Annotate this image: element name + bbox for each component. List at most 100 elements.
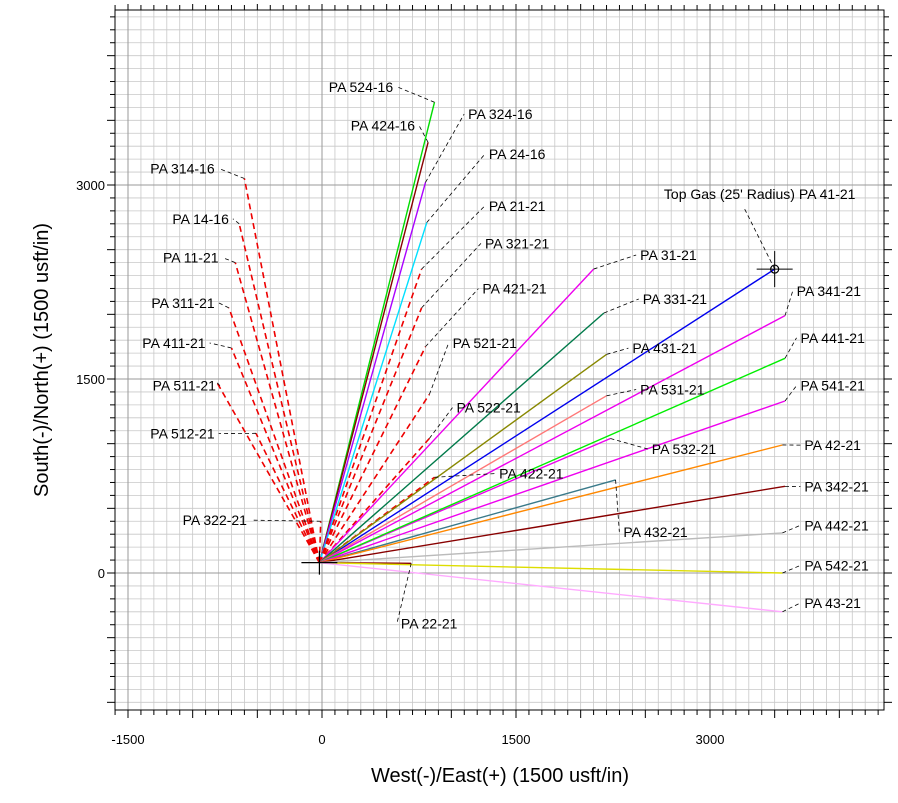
well-label: PA 43-21: [804, 595, 861, 611]
well-path: [319, 485, 786, 564]
well-label: PA 331-21: [643, 291, 708, 307]
well-path: [319, 532, 783, 564]
well-label: PA 314-16: [150, 160, 215, 176]
leader-line: [434, 473, 496, 478]
well-label: PA 42-21: [804, 437, 861, 453]
well-label: PA 342-21: [804, 479, 869, 495]
well-path: [243, 178, 321, 563]
well-path: [255, 432, 321, 564]
well-label: PA 432-21: [623, 524, 688, 540]
leader-line: [232, 218, 240, 225]
plot-frame: [114, 9, 885, 711]
leader-line: [218, 302, 230, 309]
leader-line: [425, 113, 465, 183]
well-paths: [216, 102, 786, 613]
well-label: PA 341-21: [797, 283, 862, 299]
leader-line: [593, 254, 637, 270]
well-path: [216, 382, 321, 564]
well-label: PA 322-21: [183, 512, 248, 528]
well-label: PA 522-21: [457, 400, 522, 416]
leader-line: [421, 243, 482, 309]
well-path: [318, 142, 429, 563]
y-tick-label: 0: [98, 566, 105, 581]
well-path: [230, 347, 321, 564]
well-path: [318, 268, 423, 563]
well-path: [318, 353, 607, 564]
leader-line: [218, 167, 245, 179]
well-label: PA 421-21: [482, 281, 547, 297]
well-label: PA 324-16: [468, 106, 533, 122]
grid-minor: [114, 10, 884, 710]
leader-line: [426, 153, 486, 223]
well-label: PA 24-16: [489, 146, 546, 162]
well-path: [319, 562, 783, 613]
well-label: PA 31-21: [640, 247, 697, 263]
tick-labels: -1500 0 1500 3000 0 1500 3000: [76, 178, 724, 747]
leader-line: [782, 602, 801, 613]
well-label: PA 532-21: [652, 441, 717, 457]
well-path: [318, 312, 605, 564]
well-path: [318, 521, 322, 563]
well-path: [318, 268, 595, 564]
well-label: PA 21-21: [489, 198, 546, 214]
leader-line: [250, 519, 321, 522]
target-label: Top Gas (25' Radius) PA 41-21: [664, 186, 856, 202]
well-labels: PA 524-16 PA 424-16 PA 324-16 PA 24-16 PA 31…: [142, 79, 869, 632]
well-label: PA 531-21: [640, 382, 705, 398]
leader-line: [782, 565, 801, 574]
leader-line: [784, 385, 797, 402]
x-tick-label: 3000: [696, 732, 725, 747]
well-path: [319, 357, 786, 564]
well-label: PA 541-21: [801, 378, 866, 394]
leader-line: [784, 337, 797, 359]
axis-ticks: [107, 4, 892, 718]
well-path: [319, 395, 607, 564]
leader-line: [222, 257, 236, 263]
well-path: [234, 262, 321, 563]
target: Top Gas (25' Radius) PA 41-21: [301, 186, 856, 575]
well-path: [318, 346, 427, 564]
well-label: PA 521-21: [453, 335, 518, 351]
leader-line: [425, 288, 479, 347]
leader-line: [603, 298, 639, 314]
well-label: PA 422-21: [499, 466, 564, 482]
well-label: PA 431-21: [632, 340, 697, 356]
x-tick-label: 0: [318, 732, 325, 747]
x-axis-title: West(-)/East(+) (1500 usft/in): [371, 765, 629, 787]
well-path: [319, 444, 783, 564]
well-path: [319, 268, 776, 564]
well-path: [228, 307, 321, 563]
well-label: PA 512-21: [150, 425, 215, 441]
well-path: [318, 307, 423, 563]
well-path: [238, 223, 321, 563]
leader-line: [421, 205, 486, 270]
leader-line: [209, 342, 232, 349]
well-label: PA 542-21: [804, 557, 869, 573]
well-path: [318, 182, 427, 563]
leader-line: [615, 479, 620, 532]
well-label: PA 14-16: [172, 211, 229, 227]
well-label: PA 311-21: [151, 295, 215, 311]
leader-line: [784, 291, 794, 316]
leader-line: [216, 382, 221, 386]
leader-line: [606, 389, 637, 397]
well-label: PA 442-21: [804, 517, 869, 533]
y-tick-label: 3000: [76, 178, 105, 193]
well-label: PA 511-21: [153, 378, 217, 394]
well-path: [319, 479, 616, 564]
well-label: PA 424-16: [351, 118, 416, 134]
leader-line: [418, 125, 429, 143]
well-label: PA 321-21: [485, 235, 550, 251]
x-tick-label: 1500: [502, 732, 531, 747]
well-path: [319, 562, 783, 574]
well-path: [318, 437, 430, 564]
well-label: PA 411-21: [142, 335, 206, 351]
well-label: PA 22-21: [401, 616, 458, 632]
well-path: [318, 222, 428, 563]
well-path: [319, 314, 786, 564]
leader-line: [396, 563, 412, 624]
well-path: [319, 400, 786, 564]
well-label: PA 11-21: [163, 250, 219, 266]
well-path: [318, 394, 430, 564]
